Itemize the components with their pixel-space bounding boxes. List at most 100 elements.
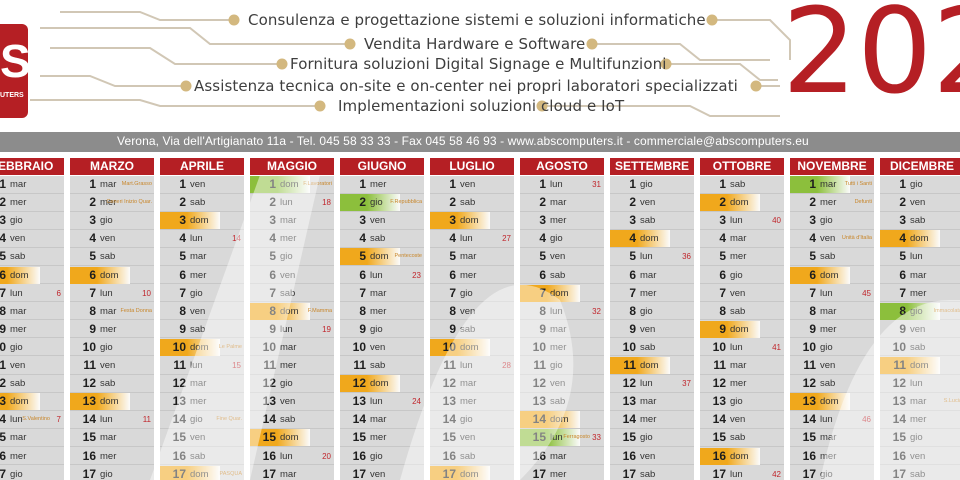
day-row: 11 lun 28 — [430, 357, 514, 375]
day-number: 8 — [449, 303, 456, 318]
day-name: ven — [460, 179, 476, 190]
day-row: 13 gio — [700, 393, 784, 411]
week-number: 40 — [772, 216, 781, 226]
holiday-label: Ceneri Inizio Quar. — [106, 199, 152, 206]
day-row: 3 ven — [340, 212, 424, 230]
week-number: 27 — [502, 234, 511, 244]
sunday-highlight — [70, 266, 130, 284]
day-number: 14 — [802, 412, 816, 427]
day-number: 1 — [539, 177, 546, 191]
day-name: dom — [550, 287, 569, 299]
day-name: dom — [100, 396, 119, 408]
day-number: 15 — [262, 430, 276, 445]
day-row: 2 ven — [610, 194, 694, 212]
day-number: 4 — [629, 231, 636, 246]
day-name: gio — [280, 378, 293, 390]
day-number: 9 — [0, 321, 6, 336]
day-number: 13 — [262, 394, 276, 409]
day-row: 10 sab — [610, 339, 694, 357]
day-row: 3 gio — [790, 212, 874, 230]
day-number: 13 — [712, 394, 726, 409]
holiday-label: Ferragosto — [563, 434, 590, 441]
week-number: 33 — [592, 433, 601, 443]
day-name: lun — [370, 396, 383, 408]
sunday-highlight — [520, 411, 580, 429]
day-number: 3 — [449, 213, 456, 228]
month-days: 1 mar Tutti i Santi 2 mer Defunti 3 gio 4 ven Unit… — [790, 176, 874, 480]
day-name: mar — [100, 305, 117, 317]
sunday-highlight — [790, 266, 850, 284]
month-header: AGOSTO — [520, 158, 604, 175]
day-row: 1 ven — [430, 176, 514, 194]
week-number: 18 — [322, 198, 331, 208]
day-row: 6 mar — [880, 267, 960, 284]
day-number: 13 — [0, 394, 6, 409]
day-name: dom — [370, 251, 389, 263]
day-row: 9 sab — [160, 321, 244, 339]
day-name: mar — [370, 287, 387, 299]
day-row: 7 sab — [250, 285, 334, 303]
day-name: sab — [190, 450, 206, 462]
day-name: ven — [10, 360, 26, 371]
day-row: 11 ven — [0, 357, 64, 375]
day-number: 4 — [359, 231, 366, 246]
day-row: 5 sab — [0, 248, 64, 266]
day-row: 9 sab — [430, 321, 514, 339]
day-number: 17 — [262, 466, 276, 480]
day-number: 11 — [443, 358, 456, 372]
day-name: sab — [730, 305, 746, 317]
day-name: mar — [10, 179, 27, 190]
day-name: dom — [280, 305, 299, 317]
day-name: gio — [10, 341, 23, 353]
day-number: 7 — [449, 285, 456, 300]
day-name: sab — [820, 251, 836, 263]
day-number: 12 — [622, 376, 636, 391]
day-name: mer — [280, 360, 297, 371]
day-number: 8 — [89, 303, 96, 318]
day-name: dom — [640, 233, 659, 245]
day-row: 6 mer — [430, 267, 514, 284]
day-name: dom — [10, 269, 29, 281]
day-number: 14 — [622, 412, 636, 427]
day-name: gio — [100, 468, 113, 480]
day-number: 8 — [629, 303, 636, 318]
holiday-label: Le Palme — [218, 343, 242, 350]
day-name: mar — [820, 432, 837, 444]
holiday-label: Defunti — [854, 199, 872, 206]
day-number: 14 — [0, 412, 6, 427]
sunday-highlight — [250, 302, 310, 320]
month-days: 1 mar 2 mer 3 gio 4 ven 5 sab 6 dom 7 lun 6 8 mar 9 mer 10 g… — [0, 176, 64, 480]
day-number: 12 — [892, 376, 906, 391]
day-number: 11 — [893, 358, 906, 372]
holiday-label: F.Mamma — [307, 307, 332, 314]
day-number: 17 — [712, 466, 726, 480]
day-number: 16 — [262, 448, 276, 463]
day-row: 14 sab — [250, 411, 334, 429]
day-number: 10 — [262, 339, 276, 354]
day-name: mer — [910, 414, 927, 426]
holiday-label: S.Valentino — [22, 416, 50, 423]
day-name: gio — [910, 432, 923, 444]
day-row: 2 gio F.Repubblica — [340, 194, 424, 212]
day-name: ven — [640, 323, 656, 335]
day-number: 11 — [623, 358, 636, 372]
day-row: 17 sab — [880, 466, 960, 480]
day-number: 2 — [269, 195, 276, 210]
day-number: 10 — [532, 339, 546, 354]
day-number: 4 — [539, 231, 546, 246]
day-name: sab — [460, 450, 476, 462]
week-number: 45 — [862, 288, 871, 298]
day-name: lun — [370, 269, 383, 281]
day-number: 16 — [0, 448, 6, 463]
day-name: ven — [820, 233, 836, 245]
day-row: 4 ven — [70, 230, 154, 248]
day-number: 4 — [809, 231, 816, 246]
month-days: 1 ven 2 sab 3 dom 4 lun 14 5 mar 6 mer 7 gio 8 ven 9 sab 10… — [160, 176, 244, 480]
day-row: 1 mar Tutti i Santi — [790, 176, 874, 194]
day-row: 5 ven — [520, 248, 604, 266]
day-row: 12 gio — [250, 375, 334, 393]
day-row: 5 dom Pentecoste — [340, 248, 424, 266]
day-row: 1 mar — [0, 176, 64, 194]
bullet-icon — [180, 80, 192, 92]
